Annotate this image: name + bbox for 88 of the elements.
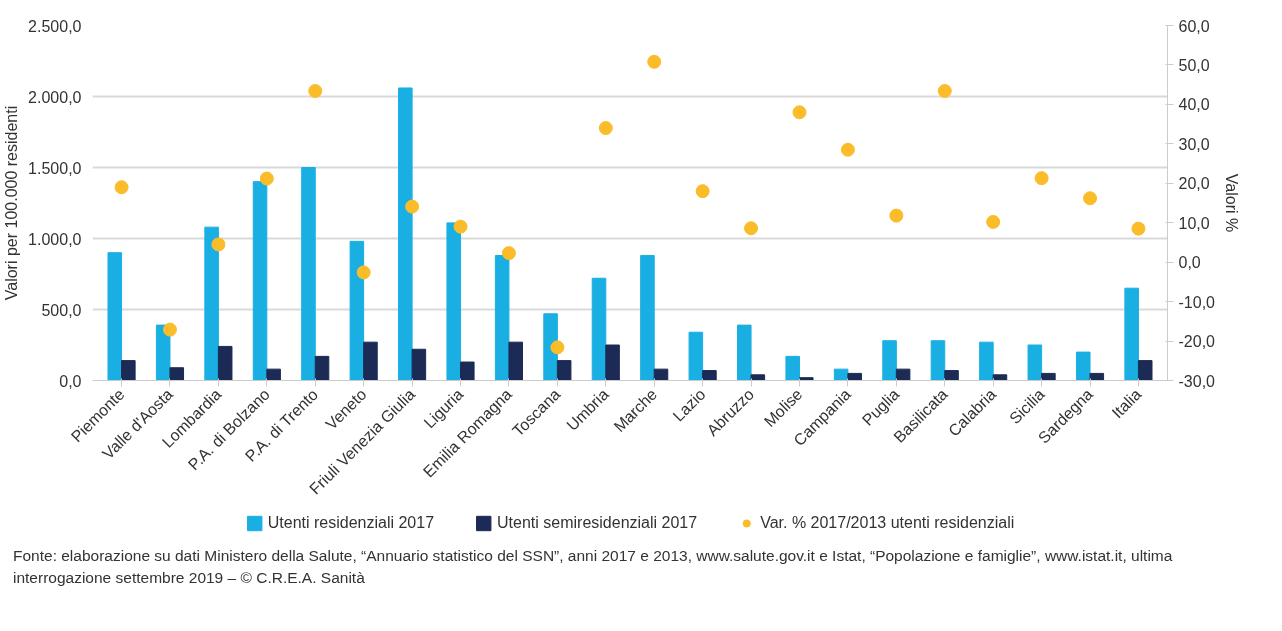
y2-tick-label: 40,0 — [1178, 96, 1210, 114]
bar — [785, 355, 800, 381]
bar — [591, 277, 607, 381]
bar — [653, 368, 669, 381]
bar — [798, 377, 814, 381]
bar — [252, 181, 268, 381]
bar — [398, 87, 413, 381]
point — [211, 237, 226, 252]
y2-tick-label: 50,0 — [1178, 56, 1210, 74]
y2-axis-title: Valori % — [1222, 173, 1240, 233]
point — [162, 322, 177, 337]
bar — [944, 370, 959, 381]
y-tick-label: 1.000,0 — [28, 230, 82, 248]
bar — [1137, 360, 1153, 381]
y2-tick-label: -10,0 — [1178, 293, 1216, 311]
bar — [107, 252, 123, 381]
bar — [702, 370, 717, 381]
bar — [266, 368, 281, 381]
point — [1034, 171, 1049, 186]
y2-tick-label: 10,0 — [1178, 214, 1210, 232]
y-tick-label: 2.500,0 — [28, 17, 82, 35]
point — [453, 219, 468, 234]
y-tick-label: 1.500,0 — [28, 159, 82, 177]
y2-tick-label: -30,0 — [1178, 372, 1216, 390]
point — [598, 121, 613, 136]
y-tick-label: 500,0 — [41, 301, 82, 319]
bar — [121, 360, 136, 381]
bar — [992, 374, 1008, 381]
bar — [640, 255, 655, 381]
bar — [363, 341, 378, 381]
bar — [349, 240, 365, 381]
bar — [446, 222, 462, 381]
y2-tick-label: 0,0 — [1178, 254, 1201, 272]
bar — [169, 367, 185, 381]
point — [695, 184, 710, 199]
bar — [1041, 372, 1056, 381]
point — [356, 265, 371, 280]
bar — [1075, 351, 1091, 381]
point — [1131, 221, 1146, 236]
bar — [750, 374, 766, 381]
y2-tick-label: 20,0 — [1178, 175, 1210, 193]
bar — [882, 340, 897, 381]
source-note: Fonte: elaborazione su dati Ministero della Salute, “Annuario statistico del SSN”, anni 2017 e 2013, www.salute.gov.it e Istat, “Popolazione e famiglie”, www.istat.it, ultima interrogazione settembre 2019 – © C.R.E.A. Sanità — [13, 546, 1174, 589]
legend-label: Var. % 2017/2013 utenti residenziali — [760, 514, 1015, 532]
point — [259, 171, 274, 186]
y2-tick-label: 30,0 — [1178, 135, 1210, 153]
point — [550, 340, 565, 355]
bar — [979, 341, 994, 381]
point — [986, 214, 1001, 229]
bar — [847, 372, 862, 381]
bar — [204, 226, 219, 381]
point — [744, 221, 759, 236]
point — [792, 105, 807, 120]
bar — [460, 361, 475, 381]
bar — [930, 340, 946, 381]
legend-label: Utenti semiresidenziali 2017 — [497, 514, 698, 532]
bar — [688, 331, 704, 381]
bar — [508, 341, 523, 381]
y2-tick-label: 60,0 — [1178, 17, 1210, 35]
point — [937, 83, 952, 98]
point — [405, 199, 420, 214]
point — [501, 246, 516, 261]
bar — [605, 344, 620, 381]
bar — [411, 348, 427, 381]
bar — [895, 368, 911, 381]
point — [1083, 191, 1098, 206]
legend-label: Utenti residenziali 2017 — [267, 514, 435, 532]
point — [308, 83, 323, 98]
bar — [833, 368, 849, 381]
x-tick-label: Italia — [1108, 385, 1145, 422]
bar — [217, 345, 233, 381]
y-axis-title: Valori per 100.000 residenti — [3, 105, 21, 301]
bar — [301, 167, 316, 381]
point — [840, 142, 855, 157]
bar — [543, 313, 558, 381]
bar — [314, 355, 330, 381]
y-tick-label: 0,0 — [59, 372, 82, 390]
bar — [1124, 287, 1139, 381]
bar — [1089, 372, 1105, 381]
point — [889, 208, 904, 223]
point — [114, 180, 129, 195]
bar — [494, 255, 510, 381]
bar — [556, 360, 572, 381]
y2-tick-label: -20,0 — [1178, 333, 1216, 351]
y-tick-label: 2.000,0 — [28, 88, 82, 106]
bar — [737, 324, 752, 381]
point — [647, 54, 662, 69]
bar — [1027, 344, 1043, 381]
